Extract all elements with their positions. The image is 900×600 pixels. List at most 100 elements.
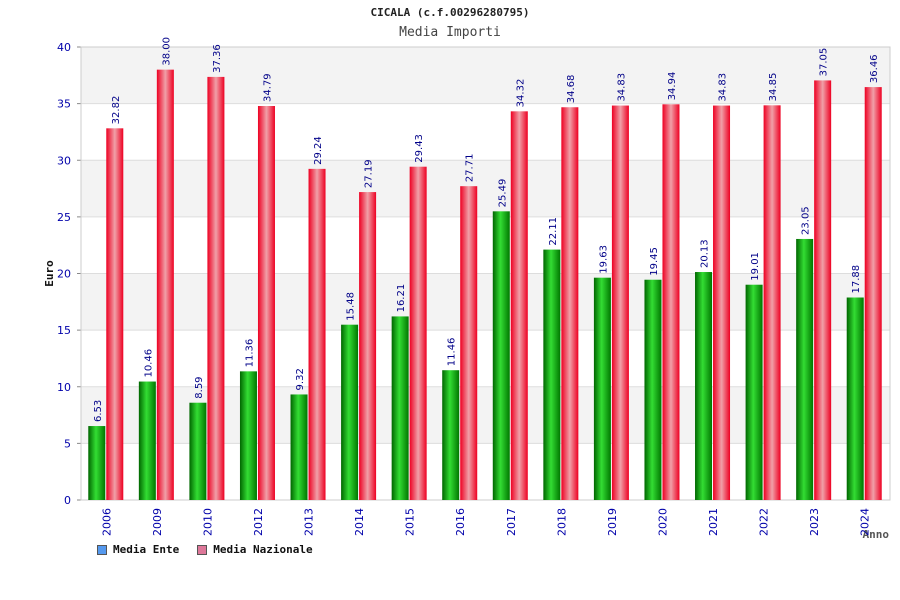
bar-media-ente-2019 [593, 277, 611, 500]
bar-media-ente-2015 [391, 316, 409, 500]
legend-item-media-ente: Media Ente [97, 543, 179, 556]
bar-media-nazionale-2013 [308, 168, 326, 500]
bar-media-ente-2020 [644, 279, 662, 500]
data-label-media-ente-2024: 17.88 [851, 265, 862, 294]
y-tick-label: 30 [57, 154, 71, 167]
bar-media-nazionale-2024 [864, 87, 882, 500]
bar-media-nazionale-2009 [156, 69, 174, 501]
y-tick-label: 20 [57, 268, 71, 281]
chart-subtitle: Media Importi [399, 25, 501, 40]
x-tick-label-2009: 2009 [151, 508, 164, 536]
bar-media-ente-2009 [138, 381, 156, 500]
bar-media-nazionale-2016 [460, 186, 478, 500]
legend-label-media-nazionale: Media Nazionale [213, 543, 313, 556]
data-label-media-nazionale-2019: 34.83 [616, 73, 627, 102]
x-tick-label-2023: 2023 [808, 508, 821, 536]
bar-media-ente-2014 [341, 324, 359, 500]
bar-media-ente-2023 [796, 238, 814, 501]
bar-media-nazionale-2018 [561, 107, 579, 501]
data-label-media-ente-2020: 19.45 [649, 247, 660, 276]
data-label-media-ente-2019: 19.63 [598, 245, 609, 274]
data-label-media-ente-2006: 6.53 [93, 400, 104, 422]
bar-media-nazionale-2019 [611, 105, 629, 501]
data-label-media-nazionale-2020: 34.94 [667, 72, 678, 101]
x-axis-title: Anno [863, 528, 890, 541]
legend-swatch-media-ente [97, 544, 107, 555]
y-tick-label: 15 [57, 324, 71, 337]
x-tick-label-2016: 2016 [454, 508, 467, 536]
x-tick-label-2020: 2020 [656, 508, 669, 536]
data-label-media-nazionale-2021: 34.83 [718, 73, 729, 102]
data-label-media-ente-2009: 10.46 [143, 349, 154, 378]
data-label-media-nazionale-2012: 34.79 [262, 73, 273, 102]
bar-media-nazionale-2022 [763, 105, 781, 500]
bar-media-ente-2018 [543, 249, 561, 500]
x-tick-label-2010: 2010 [201, 508, 214, 536]
data-label-media-ente-2014: 15.48 [346, 292, 357, 321]
chart-title: CICALA (c.f.00296280795) [370, 6, 530, 19]
data-label-media-nazionale-2018: 34.68 [566, 75, 577, 104]
plot-frame [80, 46, 891, 501]
x-tick-label-2013: 2013 [303, 508, 316, 536]
y-tick-label: 0 [64, 494, 71, 507]
bar-media-ente-2017 [492, 211, 510, 500]
data-label-media-ente-2016: 11.46 [447, 338, 458, 367]
bar-media-nazionale-2006 [106, 128, 124, 500]
x-tick-label-2021: 2021 [707, 508, 720, 536]
y-tick-label: 35 [57, 98, 71, 111]
data-label-media-nazionale-2009: 38.00 [161, 37, 172, 66]
x-tick-label-2017: 2017 [505, 508, 518, 536]
data-label-media-nazionale-2014: 27.19 [364, 159, 375, 188]
data-label-media-ente-2022: 19.01 [750, 252, 761, 281]
y-tick-label: 25 [57, 211, 71, 224]
data-label-media-ente-2021: 20.13 [700, 239, 711, 268]
bar-media-ente-2021 [695, 272, 713, 500]
data-label-media-nazionale-2015: 29.43 [414, 134, 425, 163]
y-axis-title: Euro [43, 260, 56, 287]
data-label-media-ente-2015: 16.21 [396, 284, 407, 313]
data-label-media-nazionale-2024: 36.46 [869, 54, 880, 83]
bar-media-nazionale-2012 [257, 106, 275, 501]
bar-media-nazionale-2014 [359, 192, 377, 501]
data-label-media-ente-2010: 8.59 [194, 376, 205, 398]
y-tick-label: 10 [57, 381, 71, 394]
bar-media-nazionale-2020 [662, 104, 680, 500]
x-tick-label-2006: 2006 [100, 508, 113, 536]
y-tick-label: 5 [64, 437, 71, 450]
data-label-media-ente-2018: 22.11 [548, 217, 559, 246]
x-tick-label-2018: 2018 [555, 508, 568, 536]
legend-item-media-nazionale: Media Nazionale [197, 543, 313, 556]
data-label-media-nazionale-2010: 37.36 [212, 44, 223, 73]
data-label-media-ente-2012: 11.36 [244, 339, 255, 368]
legend: Media Ente Media Nazionale [97, 543, 313, 556]
x-tick-label-2014: 2014 [353, 508, 366, 536]
legend-label-media-ente: Media Ente [113, 543, 180, 556]
bar-media-ente-2022 [745, 284, 763, 500]
bar-media-ente-2013 [290, 394, 308, 500]
bar-media-nazionale-2023 [814, 80, 832, 500]
x-tick-label-2024: 2024 [859, 508, 872, 536]
y-tick-label: 40 [57, 41, 71, 54]
bar-media-ente-2024 [846, 297, 864, 500]
data-label-media-ente-2017: 25.49 [497, 179, 508, 208]
bar-media-nazionale-2021 [713, 105, 731, 501]
bar-media-ente-2010 [189, 402, 207, 500]
bar-media-ente-2006 [88, 426, 106, 500]
bar-media-ente-2012 [239, 371, 257, 500]
x-tick-label-2022: 2022 [758, 508, 771, 536]
data-label-media-nazionale-2023: 37.05 [819, 48, 830, 77]
bar-media-ente-2016 [442, 370, 460, 500]
x-tick-label-2015: 2015 [404, 508, 417, 536]
data-label-media-nazionale-2016: 27.71 [465, 154, 476, 183]
legend-swatch-media-nazionale [197, 544, 208, 555]
data-label-media-nazionale-2022: 34.85 [768, 73, 779, 102]
bar-media-nazionale-2010 [207, 76, 225, 500]
x-tick-label-2012: 2012 [252, 508, 265, 536]
data-label-media-ente-2013: 9.32 [295, 368, 306, 390]
data-label-media-nazionale-2006: 32.82 [111, 96, 122, 125]
data-label-media-nazionale-2017: 34.32 [515, 79, 526, 108]
bar-media-nazionale-2017 [510, 111, 528, 501]
data-label-media-nazionale-2013: 29.24 [313, 136, 324, 165]
bar-media-nazionale-2015 [409, 166, 427, 500]
